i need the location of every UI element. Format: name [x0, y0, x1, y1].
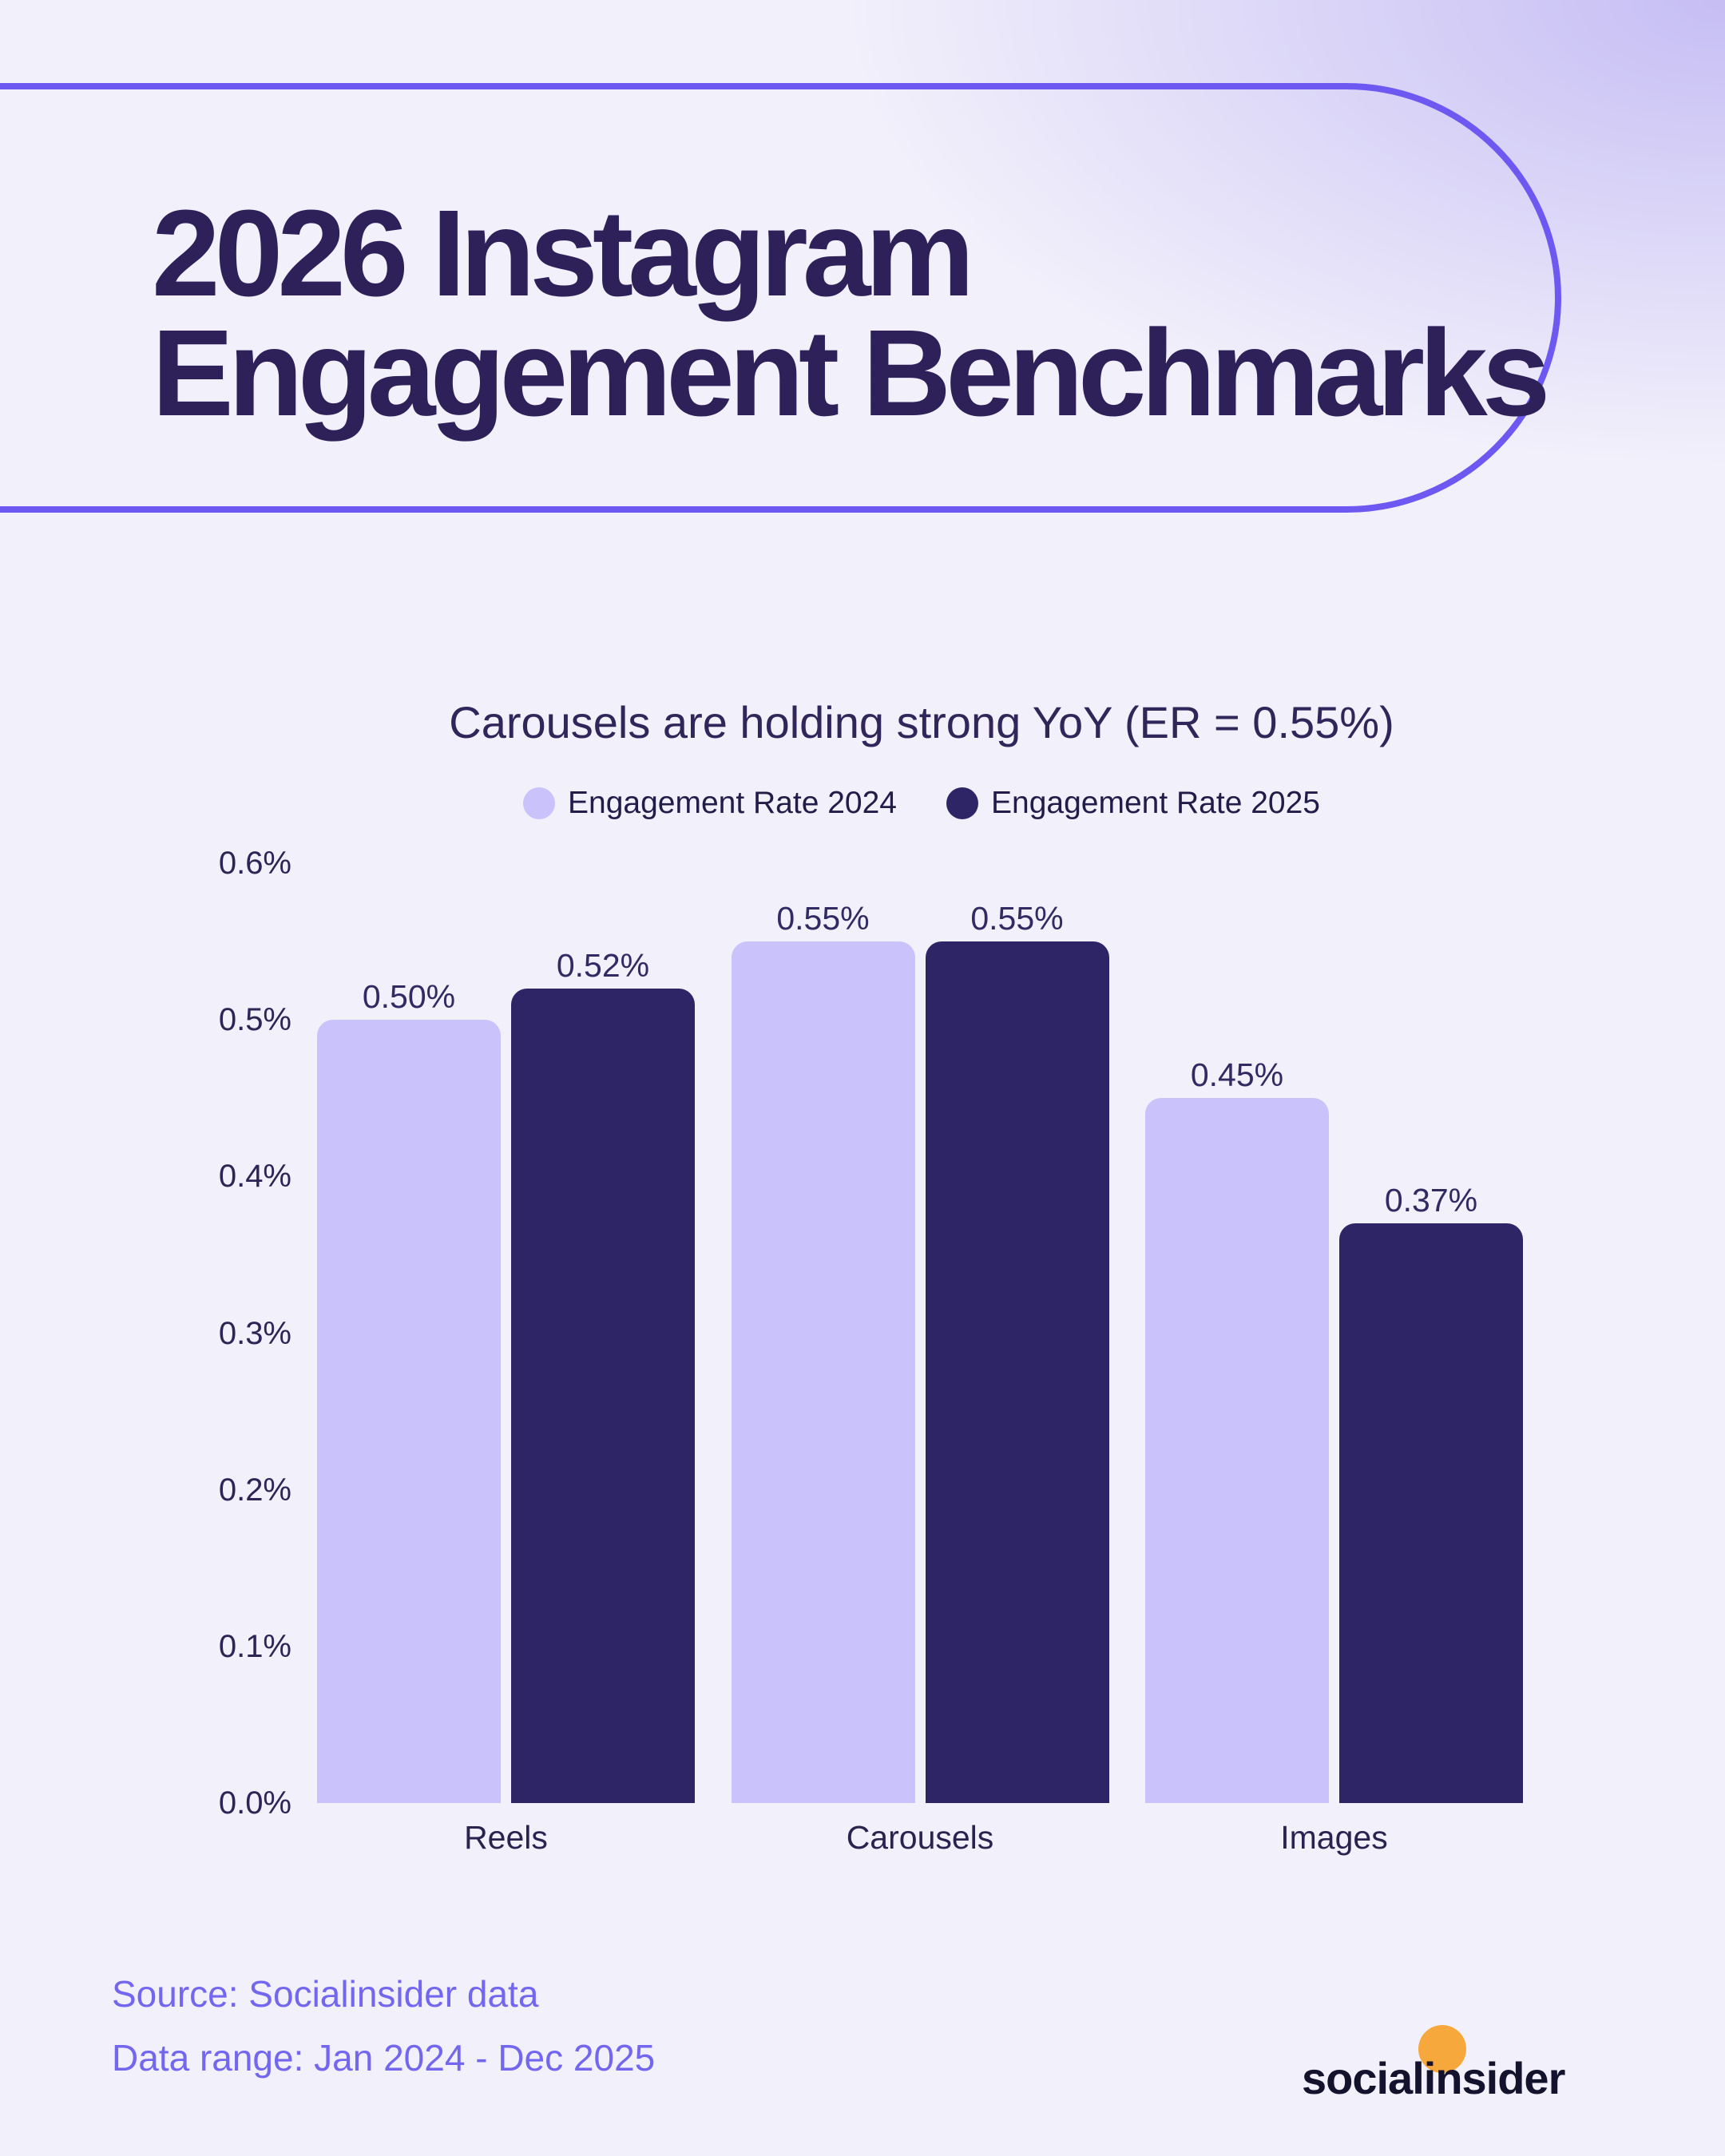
y-axis-tick-0-2pct: 0.2% — [218, 1472, 291, 1508]
page-title-line2: Engagement Benchmarks — [152, 304, 1550, 442]
bar-value-label-images-2025: 0.37% — [1384, 1182, 1478, 1219]
y-axis: 0.6% 0.5% 0.4% 0.3% 0.2% 0.1% 0.0% — [64, 846, 291, 1821]
bar-carousels-2025 — [925, 941, 1109, 1803]
bar-value-label-carousels-2025: 0.55% — [970, 900, 1064, 937]
legend-label-2025: Engagement Rate 2025 — [991, 786, 1320, 820]
y-axis-tick-0-5pct: 0.5% — [218, 1002, 291, 1038]
logo-orange-circle-icon — [1418, 2025, 1466, 2073]
chart-legend: Engagement Rate 2024 Engagement Rate 2025 — [257, 786, 1586, 821]
page-title-line1: 2026 Instagram — [152, 184, 974, 322]
logo-text: socialinsider — [1302, 2053, 1565, 2103]
legend-label-2024: Engagement Rate 2024 — [568, 786, 897, 820]
bar-carousels-2024 — [731, 941, 915, 1803]
header-pill-outline — [0, 83, 1561, 513]
legend-swatch-icon-2025 — [946, 787, 978, 819]
bar-value-label-reels-2024: 0.50% — [362, 978, 456, 1016]
x-axis-label-images: Images — [1280, 1819, 1388, 1856]
legend-item-2024: Engagement Rate 2024 — [523, 786, 897, 821]
page-title: 2026 Instagram Engagement Benchmarks — [152, 192, 1550, 434]
socialinsider-logo: socialinsider — [1302, 2025, 1565, 2104]
chart-title: Carousels are holding strong YoY (ER = 0… — [449, 697, 1394, 747]
bar-images-2024 — [1145, 1098, 1329, 1803]
bar-reels-2024 — [317, 1020, 501, 1803]
x-axis-label-reels: Reels — [464, 1819, 548, 1856]
plot-area: 0.50% 0.52% 0.55% 0.55% 0.45% 0.37% — [317, 863, 1528, 1803]
legend-item-2025: Engagement Rate 2025 — [946, 786, 1320, 821]
bar-value-label-reels-2025: 0.52% — [556, 946, 650, 984]
legend-swatch-icon-2024 — [523, 787, 556, 819]
x-axis: Reels Carousels Images — [317, 1819, 1528, 1867]
y-axis-tick-0-0pct: 0.0% — [218, 1785, 291, 1821]
footer-range: Data range: Jan 2024 - Dec 2025 — [112, 2037, 656, 2079]
y-axis-tick-0-4pct: 0.4% — [218, 1159, 291, 1195]
y-axis-tick-0-6pct: 0.6% — [218, 846, 291, 881]
bar-images-2025 — [1339, 1223, 1523, 1803]
y-axis-tick-0-3pct: 0.3% — [218, 1315, 291, 1351]
bar-value-label-images-2024: 0.45% — [1190, 1056, 1284, 1094]
bar-value-label-carousels-2024: 0.55% — [776, 900, 870, 937]
bar-reels-2025 — [511, 988, 695, 1803]
x-axis-label-carousels: Carousels — [846, 1819, 994, 1856]
y-axis-tick-0-1pct: 0.1% — [218, 1628, 291, 1664]
footer-source: Source: Socialinsider data — [112, 1973, 539, 2015]
